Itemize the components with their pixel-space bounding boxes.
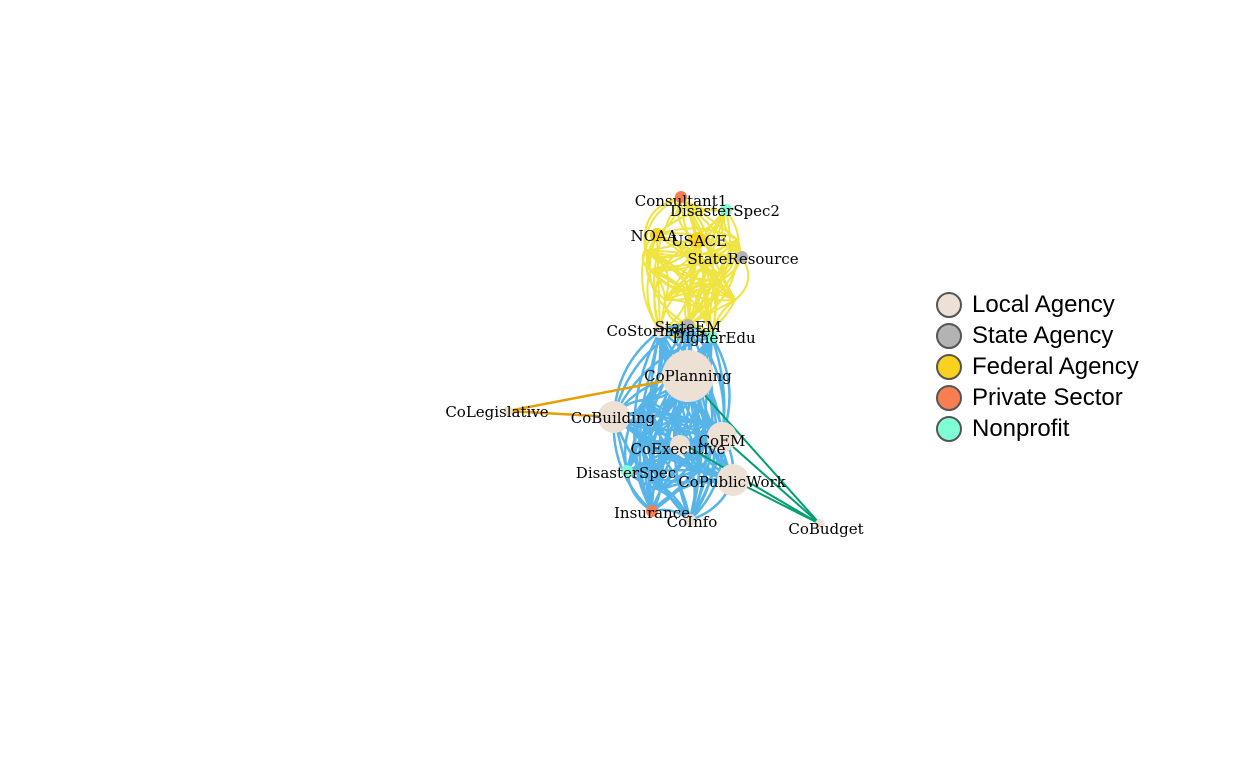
node-label-colegislative: CoLegislative [445,403,548,421]
node-label-costormwater: CoStormwater [606,322,718,340]
legend-swatch-icon [936,415,962,442]
edge [656,234,661,332]
node-label-cobuilding: CoBuilding [571,409,656,427]
legend-swatch-icon [936,322,962,349]
node-label-stateem: StateEM [655,318,721,336]
edge [722,239,739,301]
edge [687,239,739,326]
edge [639,399,662,491]
edge [656,227,739,241]
legend-label: Private Sector [972,383,1123,411]
federal-cluster-edges [641,196,750,342]
node-label-copublicwork: CoPublicWork [678,473,786,491]
legend-item-state-agency: State Agency [936,320,1139,351]
edge [644,330,664,401]
node-noaa [650,228,664,242]
node-disasterspec [621,465,633,477]
node-higheredu [706,331,718,343]
node-label-insurance: Insurance [614,504,690,522]
legend-swatch-icon [936,384,962,411]
node-coexecutive [670,435,690,455]
node-label-stateresource: StateResource [687,250,798,268]
node-label-coinfo: CoInfo [667,513,718,531]
node-label-coexecutive: CoExecutive [630,440,725,458]
edge [644,249,743,258]
edge [645,234,666,301]
node-label-disasterspec2: DisasterSpec2 [670,202,780,220]
edge [664,279,721,302]
node-stateem [682,319,694,331]
node-colegislative [503,406,513,416]
node-cobuilding [598,401,630,433]
edge [659,419,712,492]
edge [633,399,654,512]
edge-legislative-building [507,409,615,419]
legend-label: Nonprofit [972,414,1070,442]
node-coem [707,422,737,452]
edge [643,399,691,521]
edge-budget-em [721,436,821,525]
legend-item-local-agency: Local Agency [936,289,1139,320]
legend-swatch-icon [936,291,962,318]
node-label-cobudget: CoBudget [788,520,863,538]
node-label-usace: USACE [671,232,727,250]
node-label-disasterspec: DisasterSpec [576,464,676,482]
legend-label: Local Agency [972,290,1115,318]
nodes-layer [503,191,825,529]
edge [644,398,676,421]
legend: Local Agency State Agency Federal Agency… [936,289,1139,444]
edge [649,269,691,291]
node-label-noaa: NOAA [630,227,677,245]
edge [644,239,739,257]
edge [664,239,739,301]
node-label-coem: CoEM [699,432,746,450]
node-consultant1 [675,191,687,203]
edge-budget-executive [684,444,821,525]
node-usace [690,232,706,248]
node-costormwater [653,324,667,338]
node-stateresource [736,251,748,263]
node-copublicwork [717,464,749,496]
node-cobudget [815,519,825,529]
edge [656,208,727,236]
node-disasterspec2 [720,204,732,216]
edge [719,239,742,281]
legend-item-federal-agency: Federal Agency [936,351,1139,382]
edge-budget-planning [699,389,821,525]
node-coinfo [684,514,696,526]
node-label-coplanning: CoPlanning [644,367,732,385]
legend-item-nonprofit: Nonprofit [936,413,1139,444]
edge [644,209,727,251]
legend-item-private-sector: Private Sector [936,382,1139,413]
legend-label: Federal Agency [972,352,1139,380]
node-insurance [646,505,658,517]
edge [644,249,670,301]
edge [674,418,711,424]
legend-swatch-icon [936,353,962,380]
node-label-consultant1: Consultant1 [635,192,728,210]
edge [658,419,677,491]
legend-label: State Agency [972,321,1114,349]
node-label-higheredu: HigherEdu [672,329,756,347]
edge [641,249,651,271]
edge [672,419,692,521]
node-coplanning [662,350,714,402]
edge-legislative-planning [507,374,691,413]
bridge-edges [507,374,821,525]
edge [643,196,682,251]
